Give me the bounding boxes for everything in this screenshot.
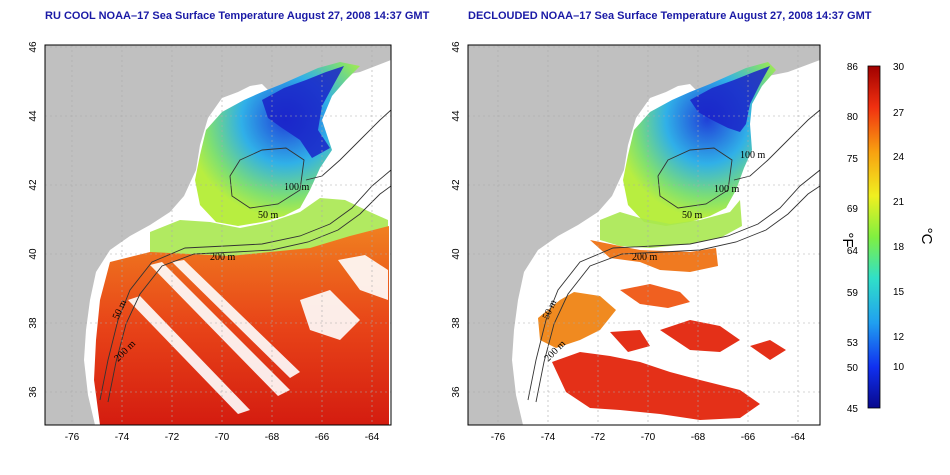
left-land [45,45,391,425]
svg-text:46: 46 [28,41,39,53]
svg-text:200 m: 200 m [632,252,658,263]
svg-text:53: 53 [847,338,859,349]
svg-text:27: 27 [893,108,905,119]
right-shelf-band [600,200,742,248]
svg-text:100 m: 100 m [714,184,740,195]
right-map-border [467,44,821,426]
svg-text:-64: -64 [365,432,380,443]
right-lat-ticks: 46 44 42 40 38 36 [451,41,462,398]
svg-text:21: 21 [893,197,905,208]
svg-text:46: 46 [451,41,462,53]
svg-text:100 m: 100 m [284,182,310,193]
svg-text:-70: -70 [641,432,656,443]
svg-text:42: 42 [28,179,39,191]
svg-text:18: 18 [893,242,905,253]
svg-text:40: 40 [451,248,462,260]
right-map: 100 m 100 m 50 m 200 m 50 m 200 m -76 -7… [451,41,821,443]
right-land [468,45,820,425]
svg-text:12: 12 [893,332,905,343]
colorbar-gradient [867,65,881,409]
svg-text:50: 50 [847,363,859,374]
svg-text:10: 10 [893,362,905,373]
right-lon-ticks: -76 -74 -72 -70 -68 -66 -64 [491,432,806,443]
svg-text:64: 64 [847,246,859,257]
svg-text:30: 30 [893,62,905,73]
celsius-unit: °C [918,228,935,245]
svg-text:200 m: 200 m [210,252,236,263]
left-grid [45,45,391,425]
left-bathymetry-contours [99,109,391,403]
left-map-border [44,44,392,426]
left-map: 100 m 50 m 200 m 50 m 200 m -76 -74 -72 [28,41,392,443]
svg-text:50 m: 50 m [258,210,279,221]
svg-text:-72: -72 [591,432,606,443]
svg-text:-70: -70 [215,432,230,443]
left-lat-ticks: 46 44 42 40 38 36 [28,41,39,398]
svg-text:59: 59 [847,288,859,299]
colorbar-celsius-ticks: 30 27 24 21 18 15 12 10 [893,62,905,373]
svg-text:44: 44 [451,110,462,122]
svg-text:100 m: 100 m [740,150,766,161]
colorbar-fahrenheit-ticks: 86 80 75 69 64 59 53 50 45 [847,62,859,415]
svg-text:45: 45 [847,404,859,415]
svg-text:-64: -64 [791,432,806,443]
svg-text:38: 38 [451,317,462,329]
svg-text:-68: -68 [265,432,280,443]
svg-text:-72: -72 [165,432,180,443]
right-grid [468,45,820,425]
colorbar: 86 80 75 69 64 59 53 50 45 30 27 24 21 1… [839,62,935,415]
svg-text:44: 44 [28,110,39,122]
svg-text:40: 40 [28,248,39,260]
svg-text:75: 75 [847,154,859,165]
svg-text:42: 42 [451,179,462,191]
right-bathymetry-contours [527,109,820,403]
svg-text:-76: -76 [65,432,80,443]
svg-text:-76: -76 [491,432,506,443]
svg-text:69: 69 [847,204,859,215]
svg-text:-66: -66 [741,432,756,443]
svg-text:50 m: 50 m [682,210,703,221]
svg-text:80: 80 [847,112,859,123]
left-map-title: RU COOL NOAA–17 Sea Surface Temperature … [45,10,430,22]
svg-text:-74: -74 [541,432,556,443]
left-cold-core [262,66,344,158]
svg-text:-74: -74 [115,432,130,443]
svg-text:36: 36 [28,386,39,398]
fahrenheit-unit: °F [839,232,856,247]
svg-text:-66: -66 [315,432,330,443]
right-map-title: DECLOUDED NOAA–17 Sea Surface Temperatur… [468,10,872,22]
svg-text:15: 15 [893,287,905,298]
left-cloud-streaks [128,255,388,414]
right-cold-core [690,66,770,132]
svg-text:86: 86 [847,62,859,73]
svg-text:38: 38 [28,317,39,329]
svg-text:36: 36 [451,386,462,398]
svg-text:24: 24 [893,152,905,163]
svg-text:-68: -68 [691,432,706,443]
left-lon-ticks: -76 -74 -72 -70 -68 -66 -64 [65,432,380,443]
